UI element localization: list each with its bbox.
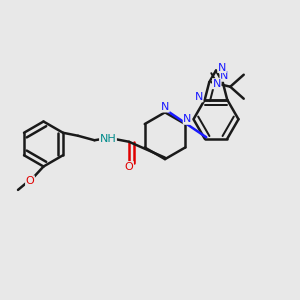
Text: N: N <box>218 62 226 73</box>
Text: N: N <box>212 79 221 89</box>
Text: N: N <box>183 114 192 124</box>
Text: O: O <box>124 162 134 172</box>
Text: O: O <box>26 176 34 186</box>
Text: NH: NH <box>100 134 116 144</box>
Text: N: N <box>161 102 169 112</box>
Text: N: N <box>194 92 203 102</box>
Text: N: N <box>220 71 228 81</box>
